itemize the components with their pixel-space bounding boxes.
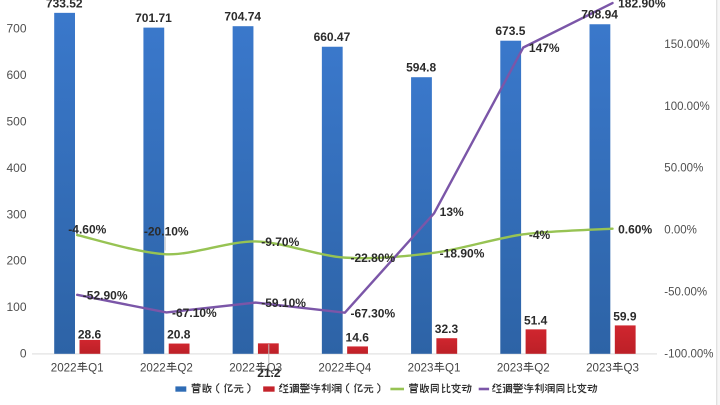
svg-text:2022: 2022	[318, 361, 344, 374]
svg-text:100.00%: 100.00%	[664, 101, 709, 113]
svg-text:14.6: 14.6	[346, 330, 370, 344]
svg-text:660.47: 660.47	[314, 30, 351, 44]
svg-text:673.5: 673.5	[495, 24, 525, 38]
svg-text:300: 300	[6, 207, 26, 221]
svg-text:2022: 2022	[51, 361, 77, 374]
svg-text:-59.10%: -59.10%	[261, 296, 306, 310]
svg-text:Q3: Q3	[267, 361, 282, 374]
svg-text:594.8: 594.8	[406, 61, 436, 75]
svg-text:-67.30%: -67.30%	[350, 306, 395, 320]
svg-text:182.90%: 182.90%	[618, 0, 666, 11]
svg-text:-22.80%: -22.80%	[350, 251, 395, 265]
svg-text:701.71: 701.71	[135, 11, 172, 25]
svg-text:-20.10%: -20.10%	[144, 225, 189, 239]
svg-text:708.94: 708.94	[581, 8, 618, 22]
svg-text:500: 500	[6, 115, 26, 129]
svg-text:733.52: 733.52	[46, 0, 83, 10]
svg-text:32.3: 32.3	[435, 322, 459, 336]
svg-text:2023: 2023	[586, 361, 612, 374]
svg-text:147%: 147%	[529, 41, 560, 55]
svg-text:-52.90%: -52.90%	[83, 288, 128, 302]
svg-text:2023: 2023	[408, 361, 434, 374]
svg-text:Q1: Q1	[445, 361, 460, 374]
svg-text:704.74: 704.74	[224, 10, 261, 24]
svg-text:Q1: Q1	[88, 361, 103, 374]
svg-text:400: 400	[6, 161, 26, 175]
svg-text:-4%: -4%	[529, 228, 551, 242]
svg-text:0.00%: 0.00%	[664, 225, 697, 237]
svg-text:20.8: 20.8	[167, 328, 191, 342]
svg-text:600: 600	[6, 68, 26, 82]
svg-text:700: 700	[6, 22, 26, 36]
svg-text:59.9: 59.9	[613, 309, 637, 323]
svg-text:50.00%: 50.00%	[664, 163, 703, 175]
svg-text:51.4: 51.4	[524, 313, 548, 327]
svg-text:0: 0	[20, 347, 27, 361]
svg-text:13%: 13%	[440, 205, 464, 219]
svg-text:28.6: 28.6	[78, 327, 102, 341]
svg-text:Q3: Q3	[623, 361, 638, 374]
svg-text:150.00%: 150.00%	[664, 39, 709, 51]
svg-text:-50.00%: -50.00%	[664, 286, 707, 298]
svg-text:Q2: Q2	[534, 361, 549, 374]
svg-text:-18.90%: -18.90%	[440, 246, 485, 260]
svg-text:Q4: Q4	[356, 361, 372, 374]
svg-text:-4.60%: -4.60%	[68, 222, 106, 236]
svg-text:Q2: Q2	[177, 361, 192, 374]
svg-text:2022: 2022	[229, 361, 255, 374]
svg-text:200: 200	[6, 254, 26, 268]
svg-text:-9.70%: -9.70%	[261, 235, 299, 249]
svg-text:-100.00%: -100.00%	[664, 348, 713, 360]
svg-text:100: 100	[6, 300, 26, 314]
svg-text:2023: 2023	[497, 361, 523, 374]
svg-text:-67.10%: -67.10%	[172, 306, 217, 320]
svg-text:2022: 2022	[140, 361, 166, 374]
svg-text:0.60%: 0.60%	[618, 222, 652, 236]
